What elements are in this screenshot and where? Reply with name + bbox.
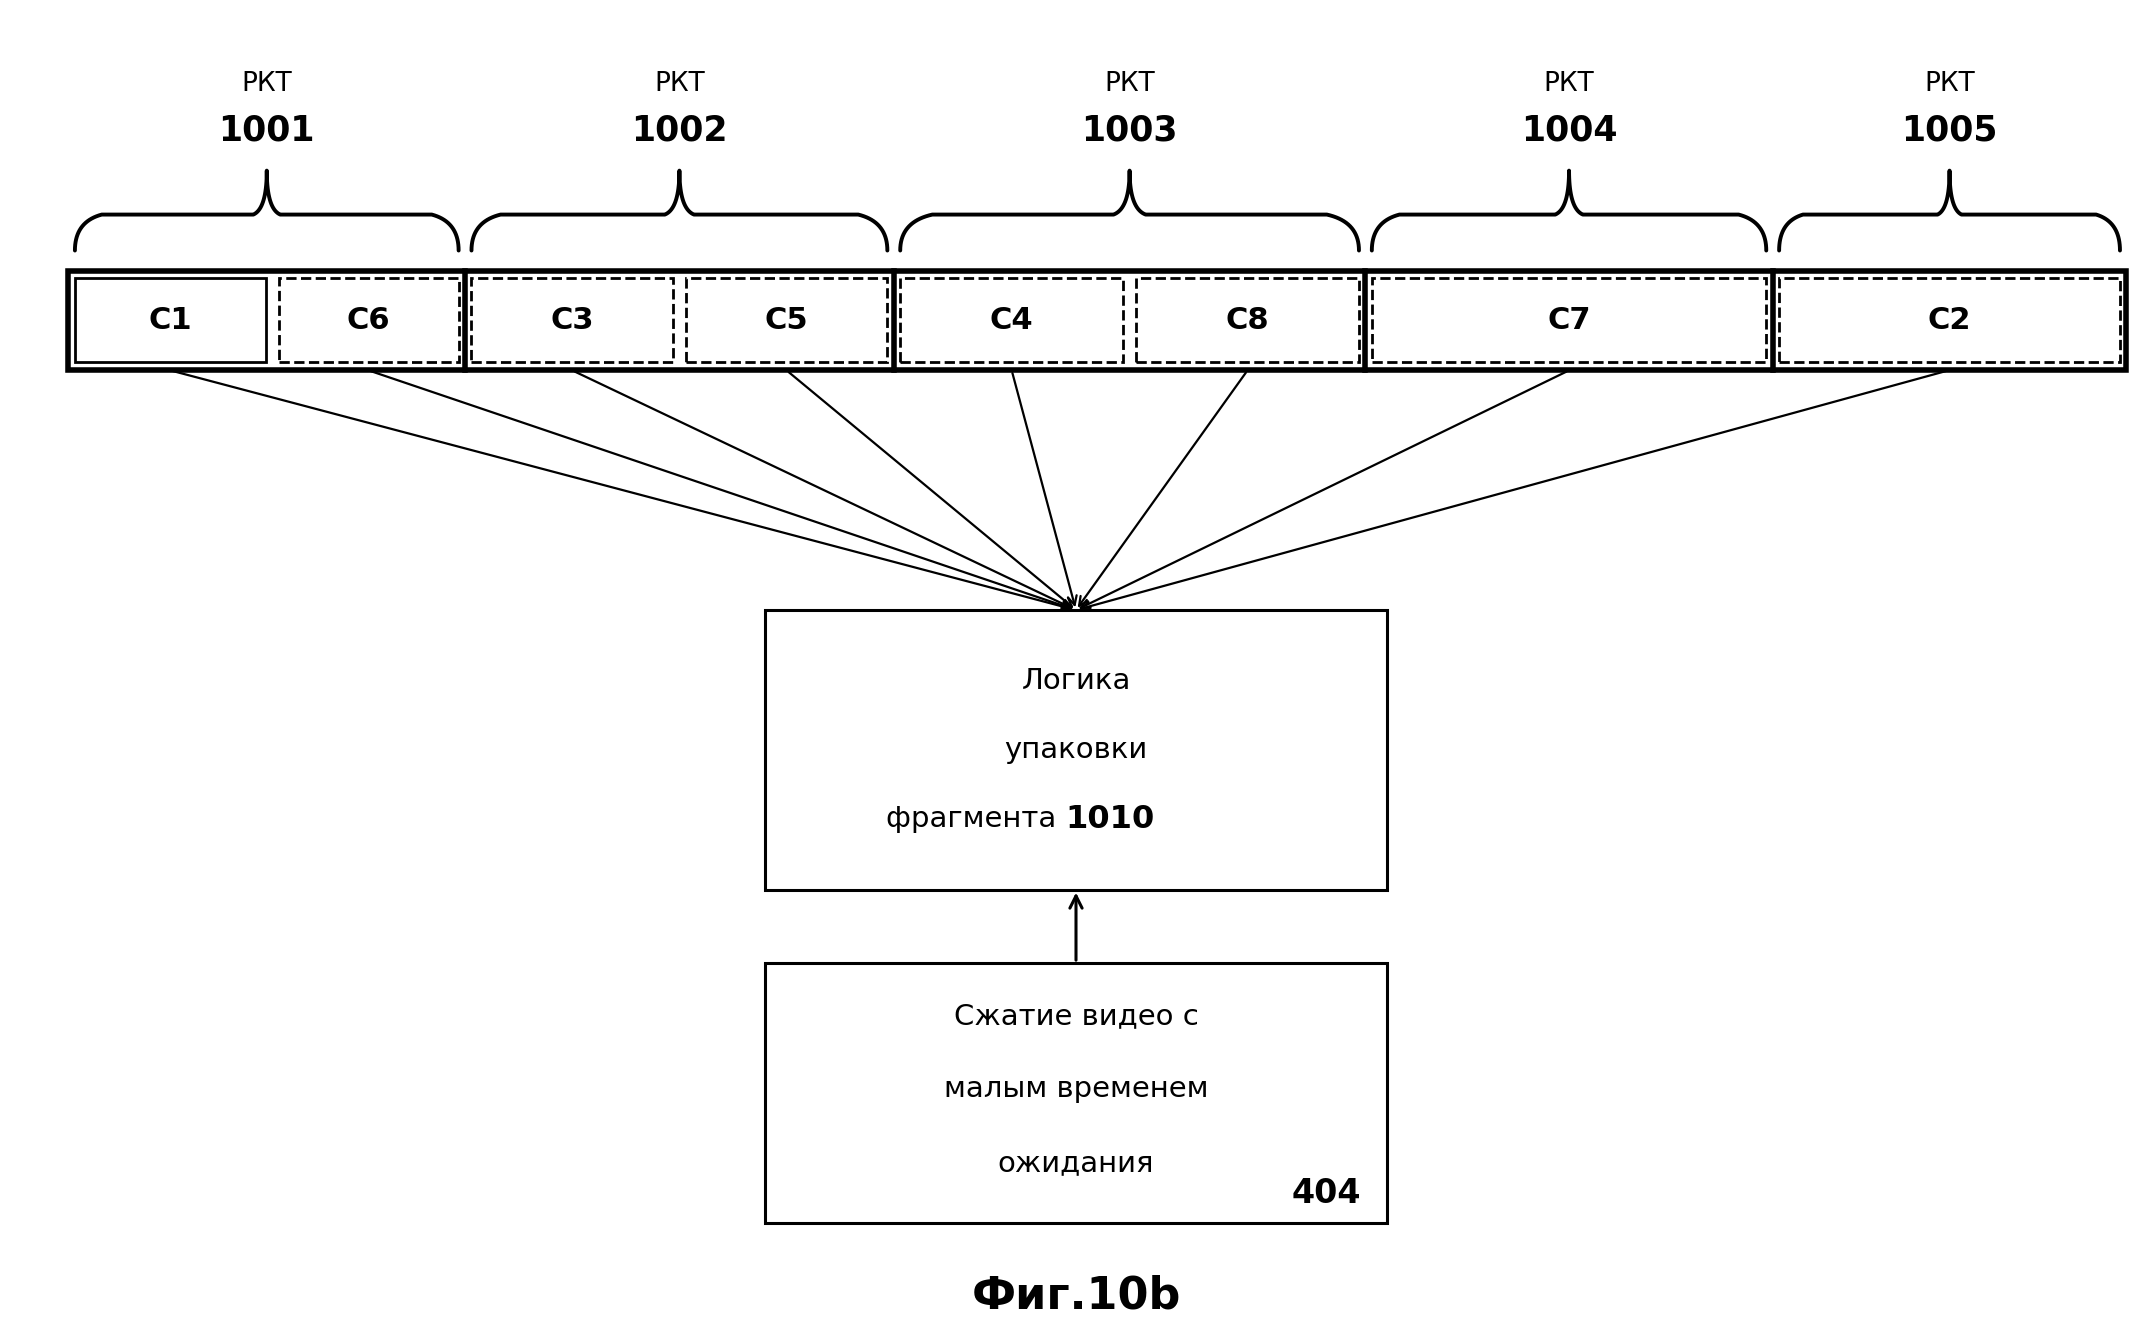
Text: 404: 404 — [1291, 1177, 1360, 1210]
Text: фрагмента: фрагмента — [887, 805, 1065, 833]
Bar — [1371, 279, 1767, 362]
Text: РКТ: РКТ — [654, 71, 706, 96]
Text: Логика: Логика — [1022, 667, 1130, 694]
Bar — [1780, 279, 2120, 362]
Bar — [900, 279, 1123, 362]
Bar — [766, 610, 1386, 890]
Text: С4: С4 — [990, 306, 1033, 335]
Text: С6: С6 — [346, 306, 390, 335]
Bar — [1136, 279, 1358, 362]
Text: РКТ: РКТ — [1543, 71, 1595, 96]
Text: 1001: 1001 — [220, 114, 314, 147]
Text: 1002: 1002 — [631, 114, 727, 147]
Text: С2: С2 — [1928, 306, 1971, 335]
Text: Фиг.10b: Фиг.10b — [971, 1274, 1181, 1317]
Bar — [278, 279, 458, 362]
Bar — [69, 271, 2126, 370]
Bar — [75, 279, 265, 362]
Text: ожидания: ожидания — [999, 1148, 1153, 1177]
Text: РКТ: РКТ — [1924, 71, 1976, 96]
Text: 1005: 1005 — [1902, 114, 1997, 147]
Text: РКТ: РКТ — [1104, 71, 1156, 96]
Text: РКТ: РКТ — [241, 71, 293, 96]
Text: С3: С3 — [551, 306, 594, 335]
Text: 1003: 1003 — [1080, 114, 1177, 147]
Text: Сжатие видео с: Сжатие видео с — [953, 1002, 1199, 1030]
Bar — [471, 279, 674, 362]
Text: С5: С5 — [764, 306, 809, 335]
Text: 1004: 1004 — [1521, 114, 1618, 147]
Text: С1: С1 — [148, 306, 192, 335]
Bar — [766, 963, 1386, 1222]
Text: С8: С8 — [1227, 306, 1270, 335]
Text: 1010: 1010 — [1065, 804, 1153, 835]
Text: С7: С7 — [1547, 306, 1590, 335]
Text: малым временем: малым временем — [945, 1076, 1207, 1103]
Bar — [686, 279, 887, 362]
Text: упаковки: упаковки — [1005, 736, 1147, 764]
